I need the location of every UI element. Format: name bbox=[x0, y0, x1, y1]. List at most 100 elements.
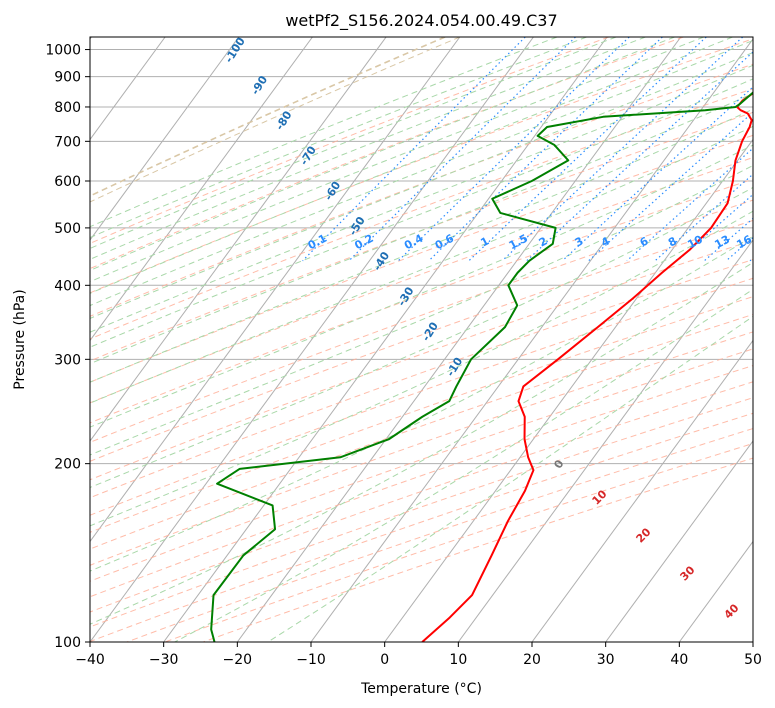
mixing-ratio-label: 10 bbox=[685, 233, 705, 252]
dry-adiabat-line bbox=[90, 134, 753, 383]
y-axis: 100 200 300 400 500 600 700 800 900 1000 bbox=[45, 43, 90, 651]
dry-adiabat-line bbox=[90, 63, 753, 317]
y-tick-label: 200 bbox=[54, 457, 81, 473]
pressure-gridlines bbox=[90, 49, 753, 642]
x-tick-label: 0 bbox=[380, 652, 389, 668]
y-tick-label: 800 bbox=[54, 100, 81, 116]
moist-adiabat-line bbox=[90, 39, 753, 307]
dry-adiabat-line bbox=[126, 428, 753, 642]
moist-adiabat-line bbox=[90, 64, 753, 333]
isotherm-line bbox=[457, 239, 753, 642]
x-axis: −40 −30 −20 −10 0 10 20 30 40 50 bbox=[75, 642, 762, 668]
y-tick-label: 700 bbox=[54, 134, 81, 150]
dewpoint-profile bbox=[210, 91, 753, 642]
moist-adiabats bbox=[90, 37, 753, 642]
moist-adiabat-line bbox=[90, 164, 753, 456]
isotherm-line bbox=[90, 37, 240, 241]
y-axis-title: Pressure (hPa) bbox=[12, 289, 28, 389]
dry-adiabat-line bbox=[90, 239, 753, 481]
y-tick-label: 500 bbox=[54, 221, 81, 237]
mixing-ratio-line bbox=[501, 37, 744, 262]
dry-adiabat-line bbox=[90, 111, 753, 362]
isotherm-line bbox=[605, 440, 753, 642]
mixing-ratio-line bbox=[677, 193, 753, 262]
moist-adiabat-line bbox=[90, 186, 753, 489]
x-axis-title: Temperature (°C) bbox=[360, 681, 482, 697]
plot-frame bbox=[89, 36, 754, 643]
wet-bulb-label: 0 bbox=[551, 457, 566, 470]
y-tick-label: 300 bbox=[54, 352, 81, 368]
y-tick-label: 1000 bbox=[45, 43, 81, 59]
dry-adiabat-line bbox=[90, 178, 753, 424]
isotherm-line bbox=[531, 339, 753, 642]
dry-adiabat-line bbox=[90, 277, 753, 516]
wet-bulb-label: -80 bbox=[273, 108, 295, 132]
mixing-ratio-lines bbox=[302, 37, 753, 262]
reference-curve bbox=[90, 37, 460, 203]
isotherm-gridlines bbox=[90, 37, 753, 642]
x-tick-label: 20 bbox=[523, 652, 541, 668]
theta-e-label: 20 bbox=[634, 525, 654, 545]
isotherm-line bbox=[752, 641, 753, 642]
x-tick-label: −10 bbox=[296, 652, 326, 668]
isotherm-line bbox=[236, 37, 682, 642]
isotherm-line bbox=[90, 37, 313, 342]
dry-adiabat-line bbox=[90, 219, 753, 462]
wet-bulb-label: -70 bbox=[297, 144, 319, 168]
mixing-ratio-line bbox=[348, 37, 576, 262]
mixing-ratio-line bbox=[302, 37, 526, 262]
moist-adiabat-line bbox=[90, 92, 753, 365]
dry-adiabat-line bbox=[90, 365, 753, 598]
dry-adiabat-line bbox=[90, 331, 753, 566]
wet-bulb-label: -20 bbox=[419, 320, 441, 344]
moist-adiabat-line bbox=[90, 261, 753, 625]
mixing-ratio-label: 20 bbox=[759, 233, 775, 252]
x-tick-label: −30 bbox=[149, 652, 179, 668]
plot-area: 0.10.20.40.611.52346810131620253036-100-… bbox=[90, 37, 775, 642]
x-tick-label: −40 bbox=[75, 652, 105, 668]
isotherm-line bbox=[384, 138, 753, 642]
theta-e-label: 30 bbox=[678, 563, 698, 583]
isotherm-line bbox=[163, 37, 608, 642]
moist-adiabat-line bbox=[90, 78, 753, 348]
dry-adiabat-line bbox=[164, 442, 753, 642]
moist-adiabat-line bbox=[90, 125, 753, 404]
dry-adiabats bbox=[90, 37, 753, 642]
mixing-ratio-label: 4 bbox=[599, 234, 612, 249]
dry-adiabat-line bbox=[90, 397, 753, 628]
y-tick-label: 900 bbox=[54, 70, 81, 86]
wet-bulb-label: -30 bbox=[395, 284, 417, 308]
moist-adiabat-line bbox=[90, 37, 646, 260]
moist-adiabat-line bbox=[90, 37, 704, 283]
moist-adiabat-line bbox=[90, 210, 753, 527]
chart-title: wetPf2_S156.2024.054.00.49.C37 bbox=[285, 11, 557, 31]
mixing-ratio-line bbox=[428, 37, 663, 262]
moist-adiabat-line bbox=[90, 52, 753, 319]
dry-adiabat-line bbox=[90, 412, 753, 642]
temperature-profile bbox=[421, 92, 753, 642]
isotherm-line bbox=[90, 37, 534, 642]
moist-adiabat-line bbox=[90, 37, 733, 294]
y-tick-label: 600 bbox=[54, 174, 81, 190]
dry-adiabat-line bbox=[90, 313, 753, 550]
isotherm-line bbox=[90, 37, 166, 141]
moist-adiabat-line bbox=[90, 235, 753, 572]
x-tick-label: 50 bbox=[744, 652, 762, 668]
mixing-ratio-line bbox=[526, 51, 753, 262]
reference-curves bbox=[90, 37, 460, 203]
moist-adiabat-line bbox=[90, 37, 558, 228]
dry-adiabat-line bbox=[202, 457, 753, 642]
isotherm-line bbox=[678, 540, 753, 642]
moist-adiabat-line bbox=[90, 108, 753, 383]
theta-e-label: 40 bbox=[722, 601, 742, 621]
dry-adiabat-line bbox=[90, 88, 753, 340]
y-tick-label: 400 bbox=[54, 278, 81, 294]
x-tick-label: 30 bbox=[597, 652, 615, 668]
mixing-ratio-label: 0.1 bbox=[306, 232, 329, 253]
moist-adiabat-line bbox=[90, 144, 753, 428]
dry-adiabat-line bbox=[90, 199, 753, 443]
mixing-ratio-line bbox=[749, 257, 753, 262]
dry-adiabat-line bbox=[90, 348, 753, 582]
mixing-ratio-line bbox=[468, 37, 707, 262]
dry-adiabat-line bbox=[90, 296, 753, 533]
